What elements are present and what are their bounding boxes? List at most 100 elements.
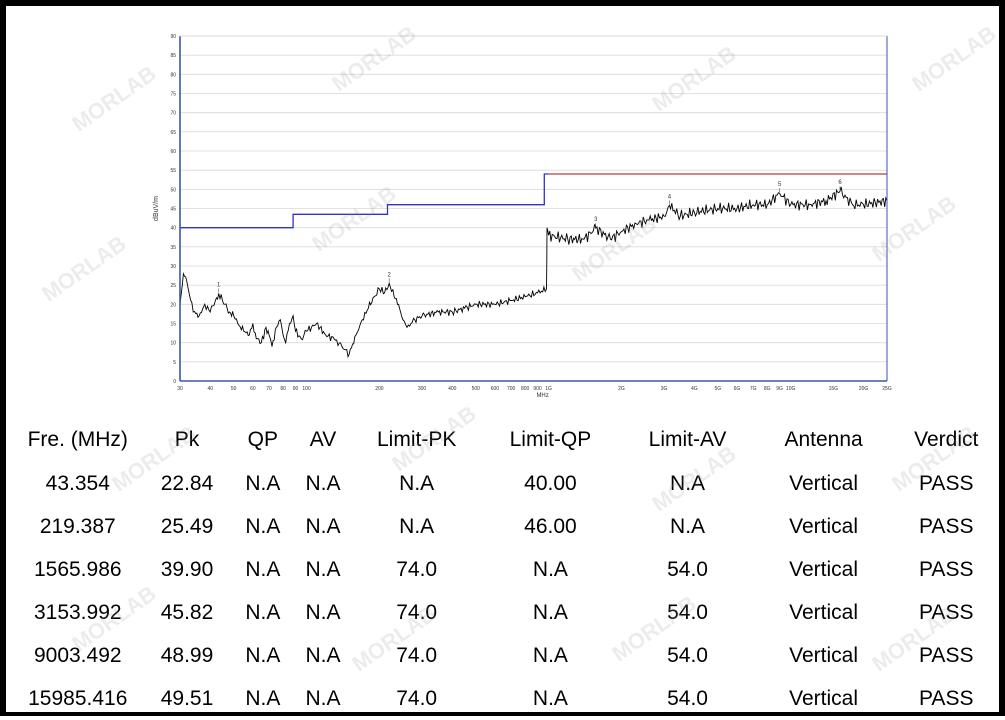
table-cell: 46.00 bbox=[524, 514, 577, 538]
table-cell: 54.0 bbox=[667, 600, 708, 624]
y-tick-label: 60 bbox=[170, 149, 176, 155]
table-cell: 1565.986 bbox=[33, 557, 122, 581]
table-cell: Vertical bbox=[789, 600, 858, 624]
table-cell: N.A bbox=[305, 557, 341, 581]
table-header-row: Fre. (MHz) Pk QP AV Limit-PK Limit-QP Limit-AV… bbox=[12, 418, 1002, 462]
x-tick-label: 400 bbox=[448, 386, 457, 392]
table-cell: 54.0 bbox=[667, 643, 708, 667]
limit-layer bbox=[180, 173, 887, 229]
y-tick-label: 15 bbox=[170, 322, 176, 328]
peak-marker-label: 2 bbox=[387, 272, 391, 278]
table-cell: N.A bbox=[245, 514, 281, 538]
table-cell: N.A bbox=[670, 514, 706, 538]
y-tick-label: 35 bbox=[170, 245, 176, 251]
table-cell: N.A bbox=[532, 686, 568, 710]
x-tick-label: 1G bbox=[545, 386, 552, 392]
table-cell: N.A bbox=[245, 686, 281, 710]
y-tick-label: 90 bbox=[170, 34, 176, 40]
table-cell: Vertical bbox=[789, 514, 858, 538]
y-axis-label: dBuV/m bbox=[153, 196, 160, 221]
x-tick-label: 200 bbox=[375, 386, 384, 392]
table-cell: Vertical bbox=[789, 686, 858, 710]
column-header: QP bbox=[247, 428, 278, 451]
table-cell: 74.0 bbox=[396, 686, 438, 710]
x-tick-label: 2G bbox=[618, 386, 625, 392]
table-row: 219.387 25.49 N.A N.A N.A 46.00 N.A Vertical PAS… bbox=[12, 505, 1002, 548]
column-header: Limit-QP bbox=[509, 428, 592, 451]
table-cell: 45.82 bbox=[160, 600, 214, 624]
x-tick-label: 900 bbox=[533, 386, 542, 392]
x-tick-label: 3G bbox=[661, 386, 668, 392]
x-tick-label: 5G bbox=[714, 386, 721, 392]
peak-marker-label: 4 bbox=[668, 194, 672, 200]
x-tick-label: 10G bbox=[786, 386, 796, 392]
x-tick-label: 80 bbox=[280, 386, 286, 392]
table-body: 43.354 22.84 N.A N.A N.A 40.00 N.A Vertical PASS… bbox=[12, 462, 1002, 720]
table-cell: PASS bbox=[918, 686, 974, 710]
table-cell: PASS bbox=[918, 514, 974, 538]
x-tick-label: 40 bbox=[207, 386, 213, 392]
table-cell: 39.90 bbox=[160, 557, 214, 581]
table-cell: N.A bbox=[670, 471, 706, 495]
x-tick-label: 600 bbox=[491, 386, 500, 392]
x-tick-label: 50 bbox=[231, 386, 237, 392]
table-row: 15985.416 49.51 N.A N.A 74.0 N.A 54.0 Vertical P… bbox=[12, 677, 1002, 720]
x-tick-label: 8G bbox=[764, 386, 771, 392]
table-cell: 219.387 bbox=[39, 514, 116, 538]
y-tick-label: 50 bbox=[170, 187, 176, 193]
table-cell: Vertical bbox=[789, 643, 858, 667]
table-cell: N.A bbox=[305, 514, 341, 538]
y-tick-label: 85 bbox=[170, 53, 176, 59]
table-cell: Vertical bbox=[789, 471, 858, 495]
x-tick-label: 70 bbox=[266, 386, 272, 392]
table-cell: N.A bbox=[399, 514, 435, 538]
x-tick-label: 25G bbox=[882, 386, 892, 392]
table-cell: N.A bbox=[532, 557, 568, 581]
column-header: AV bbox=[309, 428, 337, 451]
table-cell: N.A bbox=[532, 643, 568, 667]
column-header: Limit-PK bbox=[376, 428, 457, 451]
table-cell: 40.00 bbox=[524, 471, 577, 495]
y-tick-label: 20 bbox=[170, 302, 176, 308]
table-cell: N.A bbox=[245, 471, 281, 495]
x-tick-label: 300 bbox=[418, 386, 427, 392]
table-cell: 22.84 bbox=[160, 471, 214, 495]
x-tick-label: 500 bbox=[472, 386, 481, 392]
y-tick-label: 30 bbox=[170, 264, 176, 270]
column-header: Fre. (MHz) bbox=[27, 428, 128, 451]
table-cell: 15985.416 bbox=[28, 686, 128, 710]
table-cell: PASS bbox=[918, 471, 974, 495]
results-table: Fre. (MHz) Pk QP AV Limit-PK Limit-QP Limit-AV… bbox=[12, 418, 1002, 720]
table-cell: 49.51 bbox=[160, 686, 214, 710]
y-tick-label: 70 bbox=[170, 111, 176, 117]
table-cell: N.A bbox=[305, 471, 341, 495]
table-cell: N.A bbox=[245, 643, 281, 667]
table-row: 9003.492 48.99 N.A N.A 74.0 N.A 54.0 Vertical PA… bbox=[12, 634, 1002, 677]
x-tick-label: 20G bbox=[859, 386, 869, 392]
trace-layer bbox=[179, 186, 888, 359]
table-cell: 74.0 bbox=[396, 600, 438, 624]
peak-marker-label: 3 bbox=[594, 217, 598, 223]
table-cell: 54.0 bbox=[667, 686, 708, 710]
y-tick-label: 65 bbox=[170, 130, 176, 136]
y-tick-label: 75 bbox=[170, 92, 176, 98]
peak-marker-label: 6 bbox=[838, 180, 842, 186]
x-tick-label: 4G bbox=[691, 386, 698, 392]
table-cell: PASS bbox=[918, 643, 974, 667]
table-cell: N.A bbox=[532, 600, 568, 624]
table-cell: N.A bbox=[305, 686, 341, 710]
peak-marker-label: 1 bbox=[217, 282, 221, 288]
y-tick-label: 25 bbox=[170, 283, 176, 289]
y-tick-label: 0 bbox=[173, 379, 176, 385]
x-tick-label: 9G bbox=[776, 386, 783, 392]
grid-layer bbox=[180, 35, 887, 382]
table-cell: 3153.992 bbox=[33, 600, 122, 624]
x-tick-label: 15G bbox=[829, 386, 839, 392]
marker-layer: 1 2 3 4 5 6 bbox=[217, 180, 842, 293]
y-tick-label: 5 bbox=[173, 360, 176, 366]
table-cell: 9003.492 bbox=[33, 643, 122, 667]
x-tick-label: 30 bbox=[177, 386, 183, 392]
